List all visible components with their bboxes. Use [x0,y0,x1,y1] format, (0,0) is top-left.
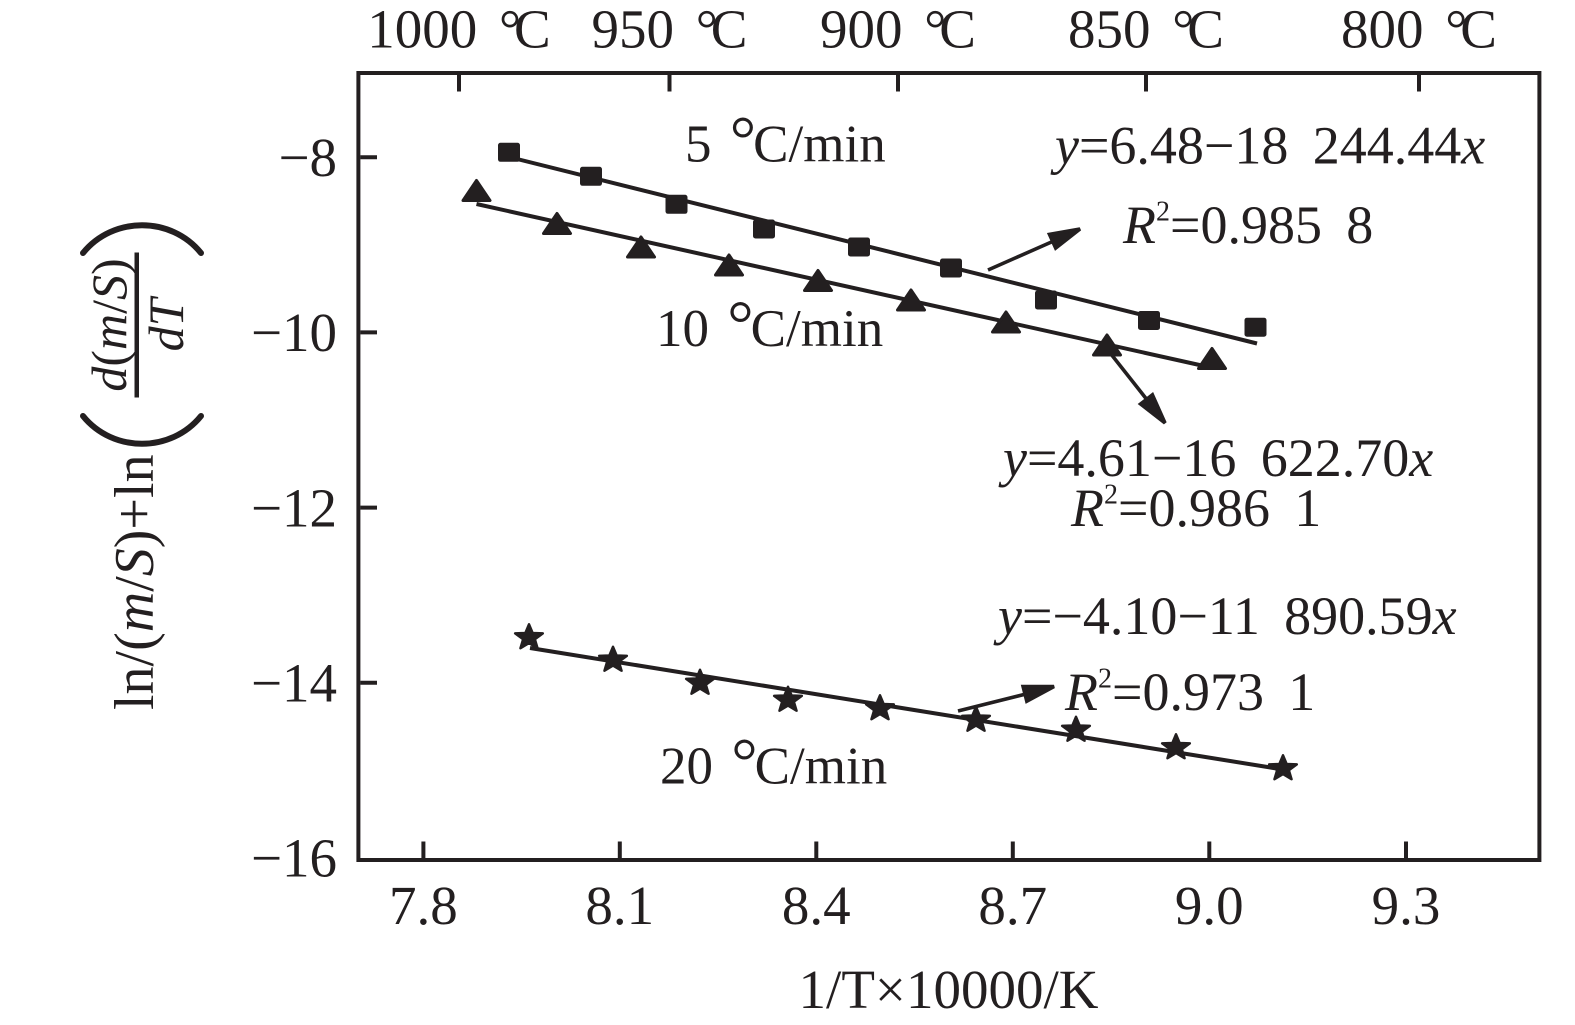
svg-text:−8: −8 [278,127,337,188]
svg-text:1000 °C: 1000 °C [367,0,550,60]
svg-text:850 °C: 850 °C [1068,0,1224,60]
svg-text:800 °C: 800 °C [1341,0,1497,60]
svg-text:900 °C: 900 °C [820,0,976,60]
svg-text:8.7: 8.7 [978,875,1047,936]
svg-text:−14: −14 [251,653,337,714]
svg-text:1/T×10000/K: 1/T×10000/K [799,959,1099,1020]
svg-text:9.3: 9.3 [1372,875,1441,936]
svg-text:9.0: 9.0 [1175,875,1244,936]
svg-text:−12: −12 [251,477,337,538]
svg-text:y=4.61−16 622.70x: y=4.61−16 622.70x [998,428,1433,488]
svg-text:R2=0.973 1: R2=0.973 1 [1064,662,1315,722]
svg-text:d(m/S): d(m/S) [81,258,137,391]
svg-text:R2=0.985 8: R2=0.985 8 [1122,195,1373,255]
svg-text:8.4: 8.4 [782,875,851,936]
svg-text:8.1: 8.1 [585,875,654,936]
svg-text:y=−4.10−11 890.59x: y=−4.10−11 890.59x [993,586,1457,646]
svg-text:10 °C/min: 10 °C/min [656,288,883,361]
svg-text:−10: −10 [251,302,337,363]
svg-text:dT: dT [138,295,194,351]
svg-text:ln/(m/S)+ln: ln/(m/S)+ln [104,454,166,710]
svg-text:y=6.48−18 244.44x: y=6.48−18 244.44x [1050,116,1485,176]
svg-text:20 °C/min: 20 °C/min [660,726,887,799]
svg-text:950 °C: 950 °C [592,0,748,60]
svg-text:−16: −16 [251,828,337,889]
svg-text:R2=0.986 1: R2=0.986 1 [1070,478,1321,538]
svg-text:5 °C/min: 5 °C/min [685,104,886,177]
svg-text:7.8: 7.8 [389,875,458,936]
